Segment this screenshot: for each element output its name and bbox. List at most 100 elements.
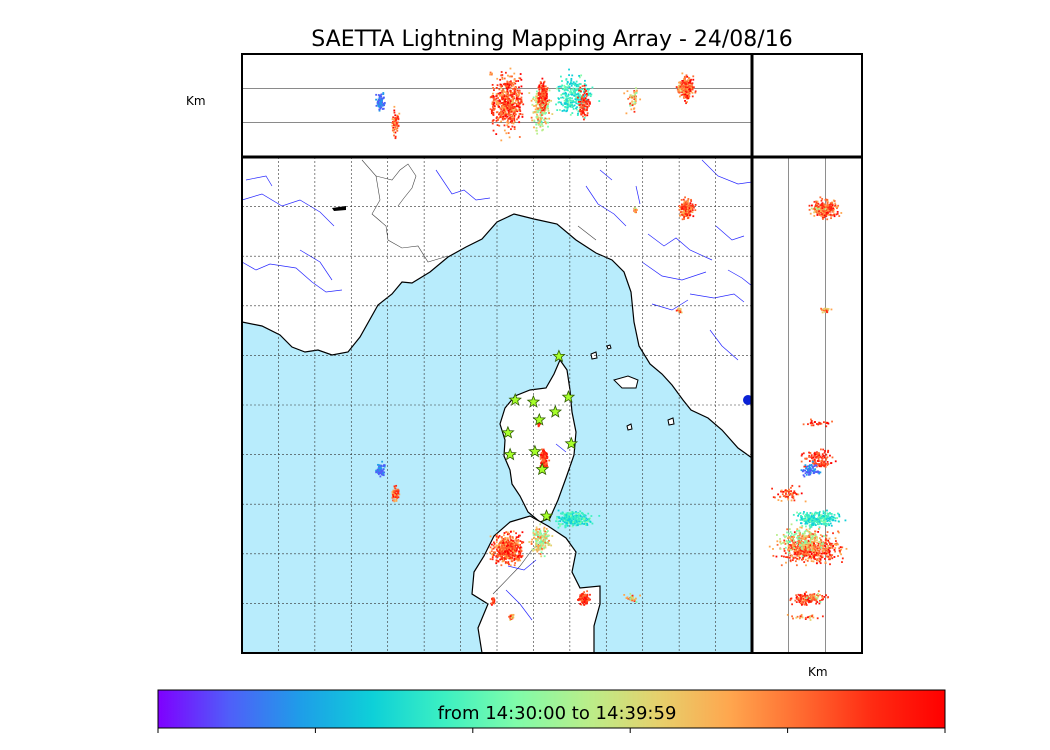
cell-corsica-inland-lat-alt-point [809, 452, 812, 454]
cell-sw-corsica-alt-lon-point [498, 111, 501, 114]
cell-tuscany-alt-lon-point [686, 82, 689, 84]
cell-corsica-inland-lat-alt-point [801, 453, 804, 456]
cell-ligurian-a-map-point [382, 465, 385, 468]
cell-bonifacio-map-point [539, 540, 542, 543]
cell-ligurian-b-map-point [394, 494, 396, 496]
cell-sw-corsica-map-point [503, 547, 506, 550]
cell-sw-corsica-map-point [501, 553, 504, 555]
cell-bonifacio-alt-lon-point [540, 113, 542, 116]
cell-sw-corsica-map-point [510, 555, 513, 558]
cell-bonifacio-lat-alt-point [784, 546, 787, 549]
cell-ligurian-a-lat-alt-point [809, 468, 812, 471]
cell-sw-corsica-map-point [496, 556, 499, 558]
cell-cyan-alt-lon-point [583, 90, 586, 93]
cell-cyan-alt-lon-point [586, 98, 589, 101]
cell-bonifacio-lat-alt-point [828, 537, 831, 540]
cell-sw-corsica-lat-alt-point [816, 553, 819, 556]
cell-sw-corsica-lat-alt-point [807, 539, 810, 542]
cell-sw-corsica-lat-alt-point [837, 555, 839, 557]
cell-apennine-lat-alt-point [812, 208, 815, 211]
cell-ligurian-a-map-point [380, 471, 383, 474]
cell-sw-corsica-map-point [504, 551, 507, 554]
cell-cyan-alt-lon-point [567, 101, 570, 104]
cell-sw-corsica-map-point [495, 555, 498, 557]
cell-sw-corsica-lat-alt-point [803, 536, 806, 539]
cell-sardinia-east-alt-lon-point [583, 92, 586, 95]
cell-corsica-north-alt-lon-point [538, 100, 541, 102]
cell-cyan-lat-alt-point [832, 519, 835, 522]
cell-sw-corsica-map-point [507, 531, 509, 534]
cell-cyan-lat-alt-point [823, 521, 825, 524]
cell-tuscany-lat-alt-point [829, 202, 832, 205]
cell-corsica-north-lat-alt-point [823, 421, 825, 424]
cell-corsica-inland-lat-alt-point [816, 465, 818, 468]
cell-ligurian-b-lat-alt-point [782, 495, 785, 498]
cell-sw-corsica-map-point [503, 532, 506, 534]
cell-bonifacio-map-point [536, 528, 538, 531]
cell-sw-corsica-map-point [492, 547, 495, 550]
cell-sw-corsica-map-point [495, 561, 498, 564]
cell-corsica-inland-lat-alt-point [823, 451, 826, 454]
cell-cyan-lat-alt-point [826, 516, 829, 519]
cell-sw-corsica-lat-alt-point [823, 547, 826, 550]
cell-sardinia-offshore-map-point [631, 594, 634, 597]
cell-sw-corsica-alt-lon-point [499, 102, 501, 105]
cell-sw-corsica-alt-lon-point [512, 113, 515, 115]
cell-corsica-inland-alt-lon-point [543, 97, 546, 99]
cell-sw-corsica-alt-lon-point [505, 113, 507, 116]
cell-tuscany-map-point [681, 204, 684, 207]
cell-cyan-lat-alt-point [811, 517, 814, 520]
cell-sw-corsica-lat-alt-point [806, 560, 809, 562]
cell-sw-corsica-alt-lon-point [513, 72, 516, 75]
cell-sardinia-southwest-alt-lon-point [511, 98, 514, 101]
cell-cyan-map-point [566, 516, 569, 518]
cell-ligurian-a-alt-lon-point [380, 102, 382, 105]
cell-sw-corsica-alt-lon-point [505, 85, 508, 88]
cell-tuscany-lat-alt-point [821, 198, 824, 200]
cell-sardinia-east-alt-lon-point [584, 97, 587, 100]
cell-sw-corsica-alt-lon-point [501, 90, 503, 93]
cell-bonifacio-lat-alt-point [779, 548, 782, 550]
cell-siena-map-point [679, 311, 682, 314]
cell-tuscany-map-point [688, 203, 690, 206]
cell-sw-corsica-lat-alt-point [799, 541, 802, 543]
cell-sardinia-east-map-point [579, 594, 582, 597]
cell-sw-corsica-lat-alt-point [819, 545, 822, 548]
cell-tuscany-lat-alt-point [821, 214, 823, 217]
cell-bonifacio-lat-alt-point [800, 544, 803, 546]
cell-cyan-lat-alt-point [829, 522, 832, 525]
cell-sw-corsica-alt-lon-point [499, 100, 501, 102]
cell-sw-corsica-lat-alt-point [829, 563, 831, 566]
cell-cyan-alt-lon-point [567, 97, 570, 100]
cell-sw-corsica-alt-lon-point [502, 108, 505, 110]
cell-ligurian-a-alt-lon-point [376, 102, 379, 105]
cell-cyan-alt-lon-point [575, 83, 578, 86]
cell-ligurian-b-lat-alt-point [782, 490, 785, 493]
cell-sw-corsica-map-point [509, 551, 511, 554]
cell-apennine-lat-alt-point [810, 207, 813, 210]
cell-sw-corsica-alt-lon-point [515, 110, 517, 113]
cell-sw-corsica-lat-alt-point [820, 541, 823, 544]
cell-siena-lat-alt-point [826, 307, 829, 310]
cell-sw-corsica-lat-alt-point [796, 554, 799, 557]
cell-sw-corsica-alt-lon-point [519, 73, 522, 75]
cell-sw-corsica-lat-alt-point [791, 548, 793, 551]
cell-cyan-map-point [570, 519, 573, 522]
cell-corsica-inland-lat-alt-point [815, 462, 817, 465]
cell-cyan-lat-alt-point [817, 522, 820, 525]
cell-bonifacio-alt-lon-point [536, 129, 538, 132]
cell-sw-corsica-alt-lon-point [513, 110, 516, 113]
cell-tuscany-lat-alt-point [832, 199, 835, 202]
cell-cyan-lat-alt-point [809, 512, 812, 514]
cell-cyan-map-point [572, 523, 574, 526]
cell-bonifacio-lat-alt-point [813, 534, 816, 537]
cell-tuscany-lat-alt-point [820, 214, 822, 217]
cell-sw-corsica-map-point [502, 558, 504, 561]
cell-sw-corsica-alt-lon-point [507, 122, 510, 125]
cell-bonifacio-lat-alt-point [816, 539, 818, 542]
cell-tuscany-lat-alt-point [826, 205, 829, 207]
cell-ligurian-a-map-point [379, 475, 382, 478]
cell-sw-corsica-map-point [492, 544, 495, 547]
cell-cyan-lat-alt-point [844, 519, 847, 522]
cell-cyan-map-point [563, 517, 566, 520]
